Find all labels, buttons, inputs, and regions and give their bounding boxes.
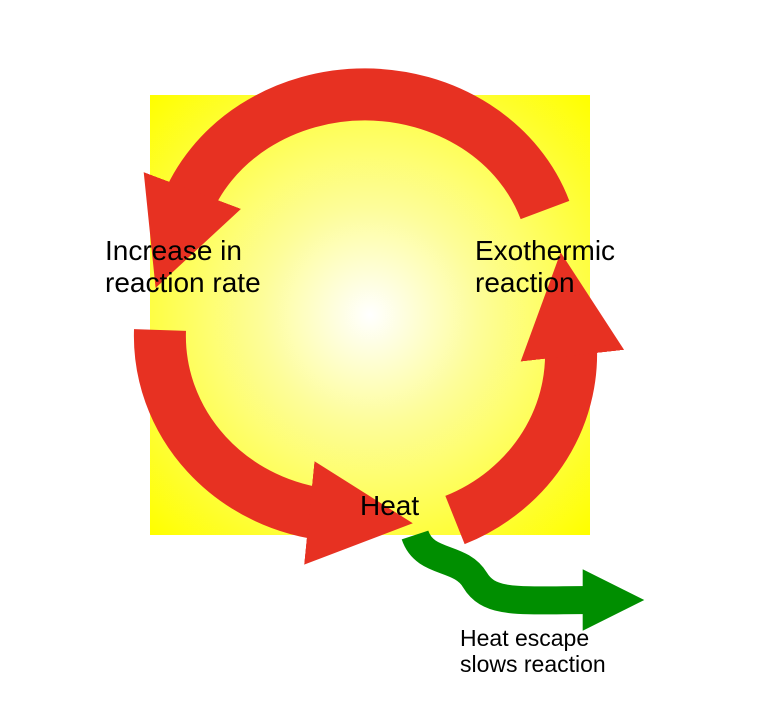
escape-arrow <box>0 0 768 705</box>
label-escape: Heat escape slows reaction <box>460 625 606 678</box>
diagram-canvas: Increase in reaction rate Exothermic rea… <box>0 0 768 705</box>
